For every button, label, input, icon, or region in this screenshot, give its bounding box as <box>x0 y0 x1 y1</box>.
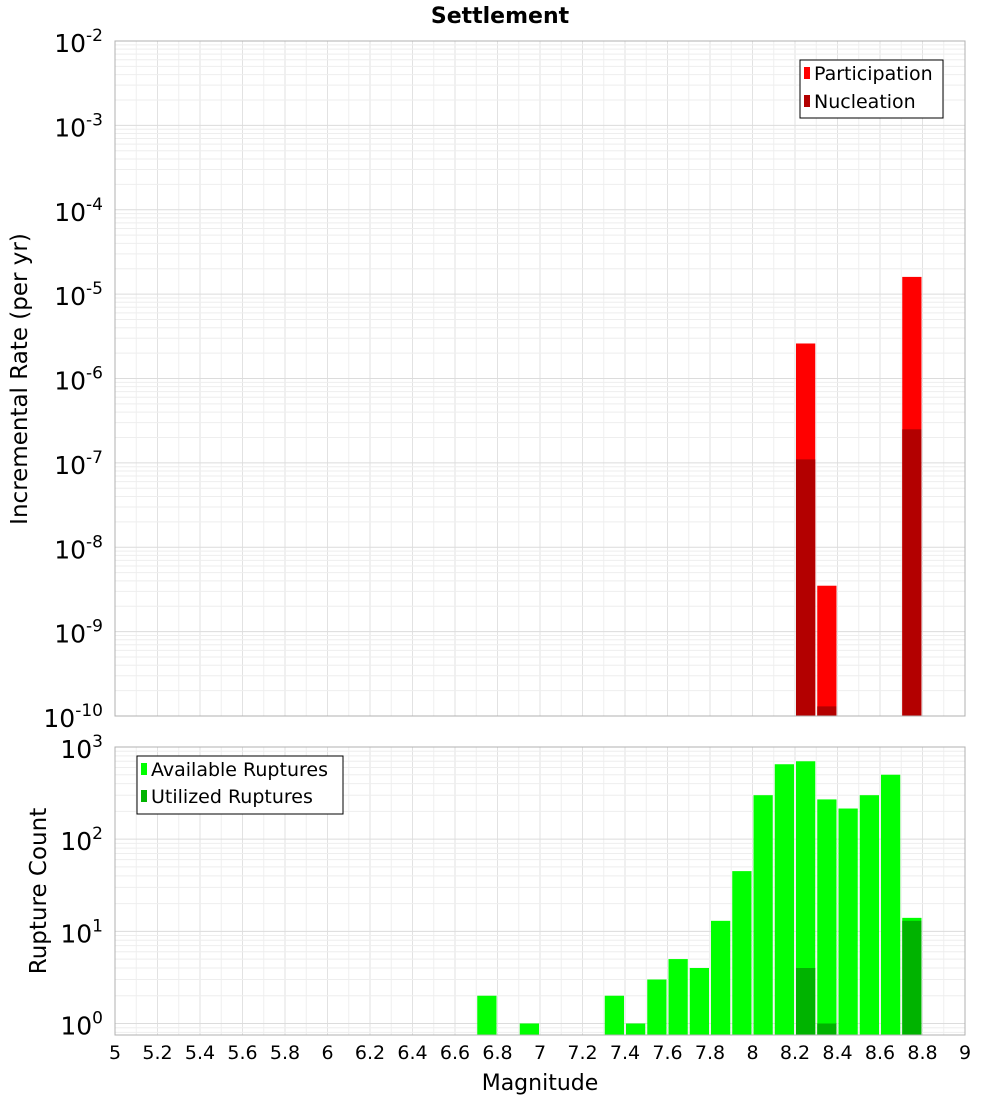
x-tick-label: 5.4 <box>185 1042 215 1064</box>
bottom-legend-label: Available Ruptures <box>151 759 328 781</box>
bar <box>796 761 816 1035</box>
bar <box>604 995 624 1035</box>
top-y-tick-label: 10-8 <box>54 532 103 564</box>
top-legend-label: Participation <box>814 63 933 85</box>
top-plot-frame <box>114 40 966 717</box>
top-legend-box <box>799 59 944 119</box>
bar <box>881 774 901 1035</box>
bar <box>817 585 837 716</box>
bottom-y-tick-label: 101 <box>60 916 103 948</box>
x-tick-label: 7 <box>534 1042 546 1064</box>
bar <box>796 459 816 716</box>
bar <box>477 995 497 1035</box>
x-tick-label: 7.8 <box>695 1042 725 1064</box>
top-bars <box>796 276 922 716</box>
top-y-tick-label: 10-3 <box>54 110 103 142</box>
chart-title: Settlement <box>431 4 570 29</box>
top-y-tick-label: 10-5 <box>54 279 103 311</box>
bottom-legend-box <box>136 755 344 815</box>
bottom-legend-label: Utilized Ruptures <box>151 786 313 808</box>
bar <box>732 871 752 1035</box>
bottom-y-tick-label: 102 <box>60 824 103 856</box>
x-ticks: 5 5.2 5.4 5.6 5.8 6 6.2 6.4 6.6 6.8 7 7.2 7.4 7.6 7.8 8… <box>109 1042 971 1064</box>
x-tick-label: 7.2 <box>567 1042 597 1064</box>
bar <box>796 967 816 1035</box>
top-y-tick-label: 10-4 <box>54 195 103 227</box>
x-tick-label: 7.6 <box>652 1042 682 1064</box>
top-y-tick-label: 10-10 <box>43 701 103 733</box>
bar <box>774 764 794 1035</box>
bar <box>689 967 709 1035</box>
bar <box>838 808 858 1035</box>
bottom-legend-swatch <box>141 790 147 802</box>
x-tick-label: 8.2 <box>780 1042 810 1064</box>
bar <box>519 1023 539 1035</box>
bottom-plot-frame <box>114 746 966 1036</box>
bottom-legend-swatch <box>141 763 147 775</box>
top-legend-swatch <box>804 67 810 79</box>
x-tick-label: 6.8 <box>482 1042 512 1064</box>
x-tick-label: 8 <box>746 1042 758 1064</box>
x-tick-label: 5 <box>109 1042 121 1064</box>
x-tick-label: 8.8 <box>907 1042 937 1064</box>
top-series-2 <box>796 429 922 716</box>
bar <box>859 795 879 1035</box>
top-y-tick-label: 10-2 <box>54 26 103 58</box>
bottom-y-ticks: 100 101 102 103 <box>60 732 103 1040</box>
x-tick-label: 5.8 <box>270 1042 300 1064</box>
bottom-y-tick-label: 100 <box>60 1008 103 1040</box>
x-tick-label: 5.6 <box>227 1042 257 1064</box>
bar <box>753 795 773 1035</box>
top-legend-swatch <box>804 95 810 107</box>
bottom-series-2 <box>796 920 922 1035</box>
x-tick-label: 8.4 <box>822 1042 852 1064</box>
x-tick-label: 6 <box>321 1042 333 1064</box>
bottom-y-tick-label: 103 <box>60 732 103 764</box>
bottom-legend: Available Ruptures Utilized Ruptures <box>136 755 344 815</box>
bar <box>626 1023 646 1035</box>
bottom-y-axis-label: Rupture Count <box>26 808 52 974</box>
top-y-axis-label: Incremental Rate (per yr) <box>7 233 33 525</box>
top-y-ticks: 10-10 10-9 10-8 10-7 10-6 10-5 10-4 10-3 10-2 <box>43 26 103 733</box>
x-tick-label: 6.2 <box>355 1042 385 1064</box>
top-legend: Participation Nucleation <box>799 59 944 119</box>
top-grid <box>114 41 966 717</box>
bar <box>902 429 922 716</box>
bar <box>817 799 837 1035</box>
bottom-bars <box>477 761 922 1035</box>
top-y-tick-label: 10-7 <box>54 448 103 480</box>
x-tick-label: 8.6 <box>865 1042 895 1064</box>
x-tick-label: 6.6 <box>440 1042 470 1064</box>
bar <box>711 920 731 1035</box>
top-y-tick-label: 10-9 <box>54 617 103 649</box>
x-tick-label: 7.4 <box>610 1042 640 1064</box>
bar <box>817 1023 837 1035</box>
bar <box>902 920 922 1035</box>
x-axis-label: Magnitude <box>482 1071 599 1096</box>
x-tick-label: 6.4 <box>397 1042 427 1064</box>
x-tick-label: 9 <box>959 1042 971 1064</box>
top-y-tick-label: 10-6 <box>54 364 103 396</box>
top-legend-label: Nucleation <box>814 91 916 113</box>
bar <box>668 959 688 1035</box>
bottom-series-1 <box>477 761 922 1035</box>
bar <box>647 979 667 1035</box>
bar <box>817 706 837 716</box>
x-tick-label: 5.2 <box>142 1042 172 1064</box>
